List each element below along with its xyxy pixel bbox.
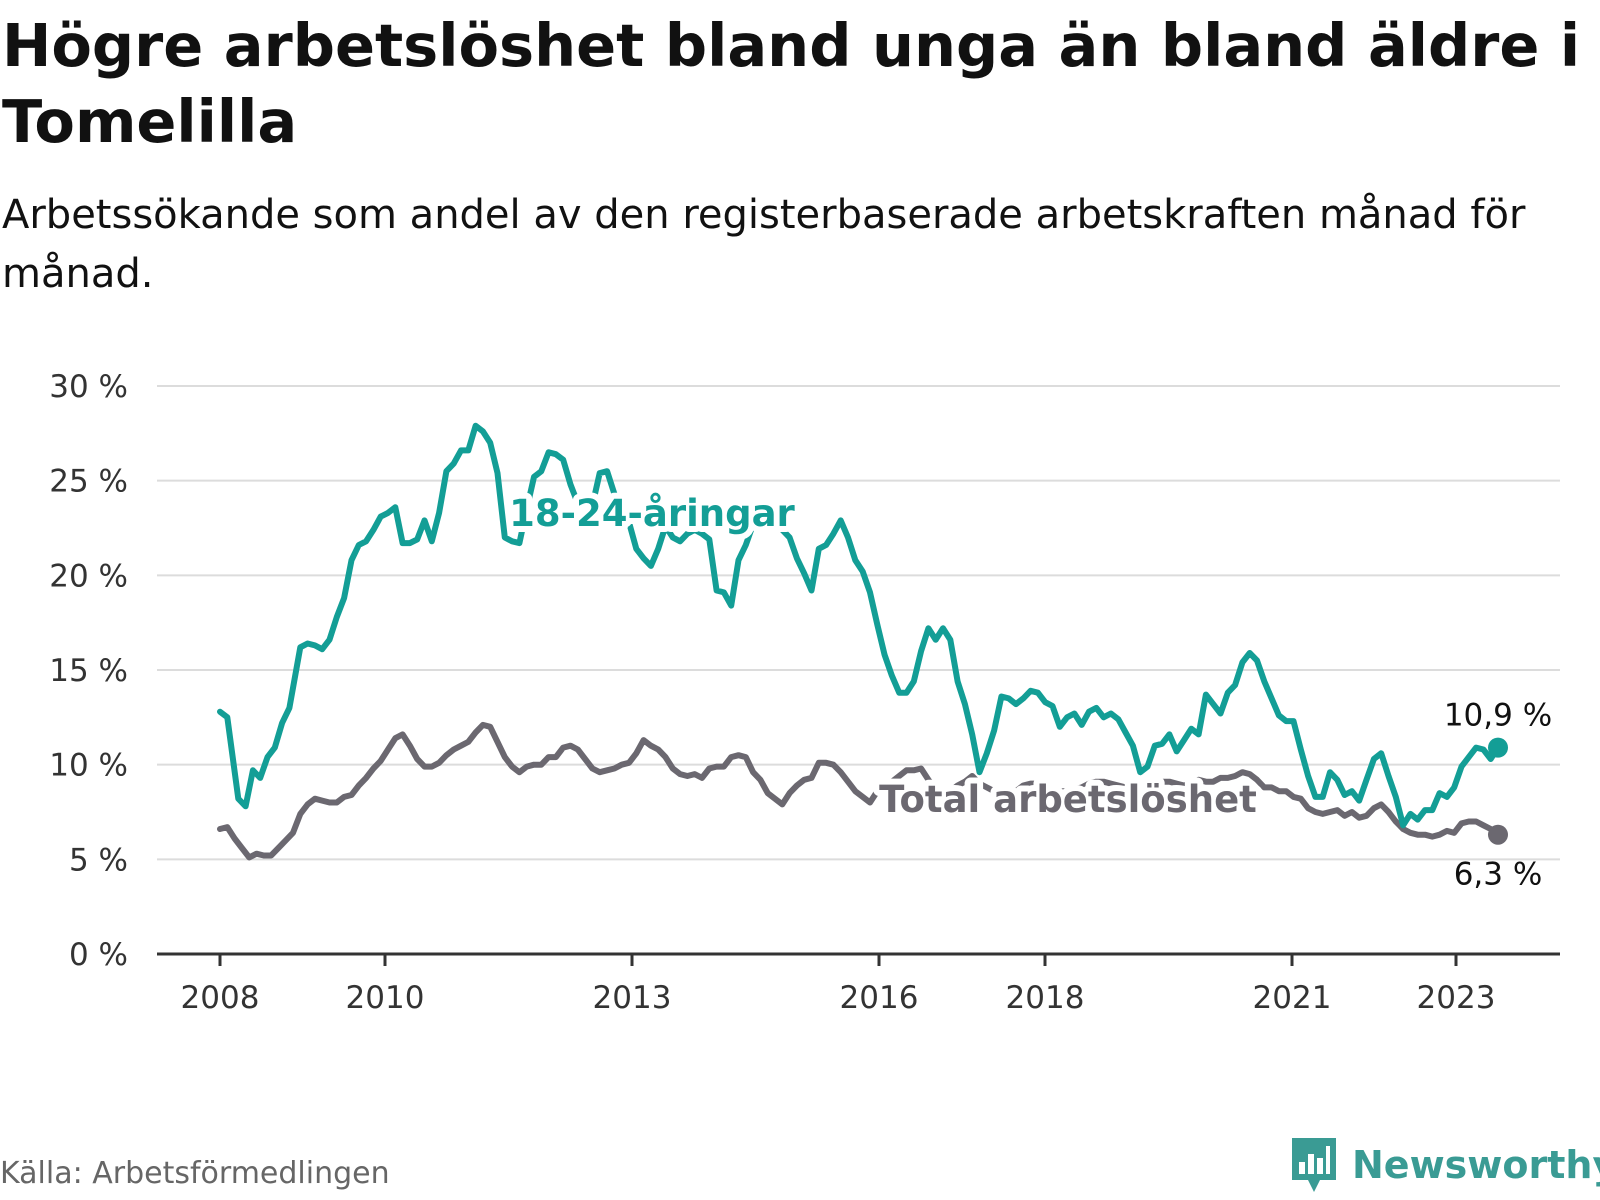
y-tick-label: 15 % xyxy=(49,653,128,689)
y-tick-label: 20 % xyxy=(49,558,128,594)
x-tick-label: 2008 xyxy=(181,980,260,1016)
chart-subtitle: Arbetssökande som andel av den registerb… xyxy=(2,192,1526,297)
chart-title: Högre arbetslöshet bland unga än bland ä… xyxy=(2,11,1581,156)
series-label-total: Total arbetslöshet xyxy=(879,778,1257,821)
x-tick-label: 2013 xyxy=(593,980,672,1016)
source-note: Källa: Arbetsförmedlingen xyxy=(0,1156,390,1191)
line-chart: 0 %5 %10 %15 %20 %25 %30 % 2008 2010 2013 2… xyxy=(49,369,1560,1016)
y-axis-labels: 0 % 5 % 10 % 15 % 20 % 25 % 30 % xyxy=(49,369,128,973)
x-tick-label: 2023 xyxy=(1417,980,1496,1016)
y-gridlines xyxy=(157,385,1560,861)
series-line-18-24 xyxy=(217,422,1501,829)
x-tick-label: 2016 xyxy=(840,980,919,1016)
series-lines xyxy=(217,422,1508,861)
series-label-18-24: 18-24-åringar xyxy=(509,492,795,535)
x-tick-label: 2021 xyxy=(1253,980,1332,1016)
end-label-18-24: 10,9 % xyxy=(1444,698,1552,734)
series-line-total xyxy=(217,721,1501,861)
y-tick-label: 5 % xyxy=(69,842,128,878)
x-tick-label: 2018 xyxy=(1006,980,1085,1016)
newsworthy-brand[interactable]: Newsworthy xyxy=(1290,1136,1600,1194)
series-label-18-24-halo: 18-24-åringar xyxy=(509,492,795,535)
series-label-total-halo: Total arbetslöshet xyxy=(879,778,1257,821)
end-point-total xyxy=(1488,824,1508,845)
brand-name: Newsworthy xyxy=(1352,1143,1600,1187)
y-tick-label: 10 % xyxy=(49,748,128,784)
x-axis-labels: 2008 2010 2013 2016 2018 2021 2023 xyxy=(181,980,1496,1016)
end-label-total: 6,3 % xyxy=(1454,857,1543,893)
newsworthy-logo-icon xyxy=(1292,1138,1336,1192)
y-tick-label: 0 % xyxy=(69,937,128,973)
y-tick-label: 25 % xyxy=(49,464,128,500)
x-axis xyxy=(157,952,1560,966)
x-tick-label: 2010 xyxy=(346,980,425,1016)
end-point-18-24 xyxy=(1488,737,1508,758)
y-tick-label: 30 % xyxy=(49,369,128,405)
